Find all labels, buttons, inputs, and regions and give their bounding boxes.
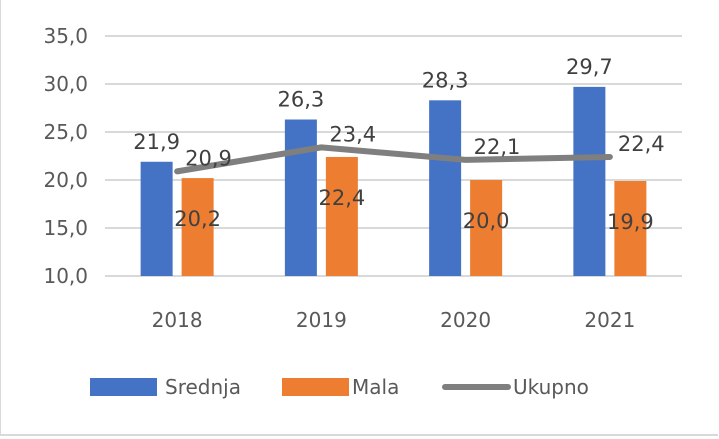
y-tick-label: 10,0	[43, 264, 88, 288]
y-axis-ticks: 10,0 15,0 20,0 25,0 30,0 35,0	[43, 24, 88, 288]
line-series	[174, 144, 613, 175]
legend: Srednja Mala Ukupno	[90, 375, 589, 399]
data-label-srednja: 28,3	[422, 68, 469, 92]
bar-srednja	[140, 161, 173, 276]
y-tick-label: 35,0	[43, 24, 88, 48]
y-tick-label: 20,0	[43, 168, 88, 192]
data-label-mala: 19,9	[607, 210, 654, 234]
bar-mala	[470, 180, 503, 276]
legend-label-mala: Mala	[352, 375, 399, 399]
x-tick-label: 2020	[440, 308, 491, 332]
bar-mala	[325, 156, 358, 276]
data-label-mala: 20,2	[174, 207, 221, 231]
data-labels: 21,9 26,3 28,3 29,7 20,2 22,4 20,0 19,9 20,9 23,4…	[133, 55, 664, 234]
data-label-srednja: 29,7	[566, 55, 613, 79]
line-ukupno	[174, 144, 613, 175]
data-label-ukupno: 22,1	[474, 135, 521, 159]
legend-label-ukupno: Ukupno	[513, 375, 589, 399]
y-tick-label: 15,0	[43, 216, 88, 240]
bar-srednja	[429, 100, 462, 276]
data-label-ukupno: 23,4	[329, 122, 376, 146]
legend-swatch-srednja	[90, 378, 157, 396]
y-tick-label: 30,0	[43, 72, 88, 96]
bar-srednja	[573, 86, 606, 276]
bar-srednja	[284, 119, 317, 277]
data-label-srednja: 21,9	[133, 130, 180, 154]
x-tick-label: 2019	[296, 308, 347, 332]
x-tick-label: 2021	[584, 308, 635, 332]
bars	[140, 86, 647, 277]
x-tick-label: 2018	[152, 308, 203, 332]
bar-mala	[614, 180, 647, 276]
legend-swatch-mala	[282, 378, 349, 396]
y-tick-label: 25,0	[43, 120, 88, 144]
data-label-srednja: 26,3	[277, 88, 324, 112]
data-label-ukupno: 22,4	[618, 132, 665, 156]
data-label-mala: 22,4	[318, 186, 365, 210]
legend-label-srednja: Srednja	[165, 375, 241, 399]
x-axis-ticks: 2018 2019 2020 2021	[152, 308, 636, 332]
data-label-ukupno: 20,9	[185, 146, 232, 170]
data-label-mala: 20,0	[463, 209, 510, 233]
bar-mala	[181, 178, 214, 276]
